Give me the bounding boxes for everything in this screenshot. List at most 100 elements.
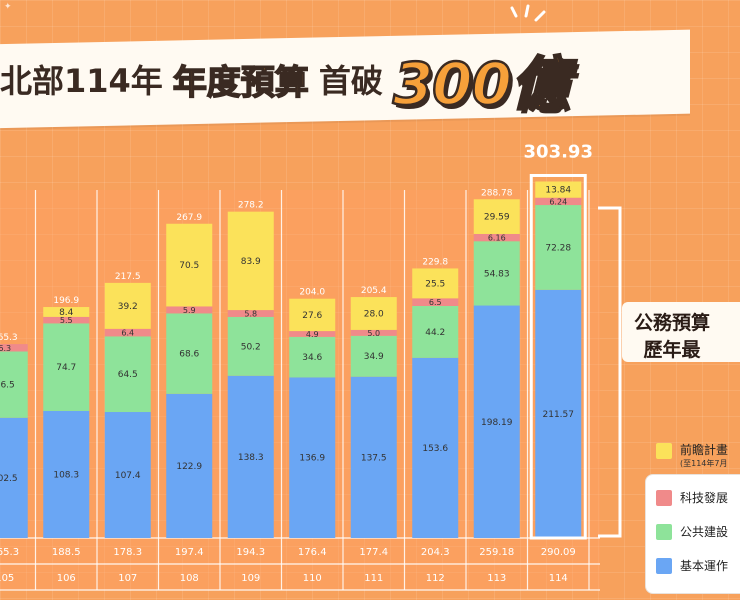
bar-segment-public xyxy=(289,336,336,378)
data-label-base: 107.4 xyxy=(115,471,141,481)
total-label: 288.78 xyxy=(481,188,513,198)
bottom-row-value: 197.4 xyxy=(175,547,204,558)
data-label-tech: 4.9 xyxy=(306,330,319,339)
sparkle-icon xyxy=(510,4,546,22)
category-label: 107 xyxy=(118,573,137,584)
total-label: 165.3 xyxy=(0,333,18,343)
bar-segment-tech xyxy=(0,344,28,352)
page-title: 北部114年 年度預算 首破 300億 xyxy=(0,44,570,120)
bottom-row-value: 290.09 xyxy=(541,547,576,558)
bar-segment-forward xyxy=(227,211,274,311)
bar-segment-tech xyxy=(535,197,582,206)
data-label-public: 64.5 xyxy=(118,370,138,380)
total-label: 267.9 xyxy=(176,213,202,223)
bar-segment-forward xyxy=(166,223,213,307)
bar-segment-tech xyxy=(227,310,274,317)
bar-segment-tech xyxy=(166,306,213,314)
category-label: 111 xyxy=(364,573,383,584)
data-label-base: 108.3 xyxy=(53,470,79,480)
data-label-forward: 13.84 xyxy=(545,186,571,196)
bottom-row-value: 204.3 xyxy=(421,547,450,558)
total-label: 303.93 xyxy=(524,141,593,162)
data-label-base: 211.57 xyxy=(543,410,575,420)
data-label-forward: 25.5 xyxy=(425,279,445,289)
data-label-base: 138.3 xyxy=(238,453,264,463)
bottom-row-value: 194.3 xyxy=(236,547,265,558)
data-label-tech: 5.9 xyxy=(183,306,196,315)
data-label-public: 34.9 xyxy=(364,352,384,362)
data-label-forward: 83.9 xyxy=(241,257,261,267)
data-label-public: 44.2 xyxy=(425,328,445,338)
category-label: 106 xyxy=(57,573,76,584)
data-label-tech: 6.16 xyxy=(488,234,506,243)
category-label: 110 xyxy=(303,573,322,584)
title-part4: 300億 xyxy=(392,49,571,120)
bar-segment-public xyxy=(412,305,459,358)
legend-swatch-forward xyxy=(656,443,672,459)
total-label: 278.2 xyxy=(238,201,264,211)
legend-item-tech: 科技發展 xyxy=(656,489,728,506)
callout-line1: 公務預算 xyxy=(634,312,711,334)
data-label-tech: 5.0 xyxy=(367,329,380,338)
data-label-base: 198.19 xyxy=(481,418,513,428)
bar-segment-public xyxy=(0,351,28,418)
bottom-row-value: 176.4 xyxy=(298,547,327,558)
bar-segment-base xyxy=(227,375,274,538)
data-label-tech: 6.3 xyxy=(0,344,11,353)
bar-segment-tech xyxy=(43,316,90,324)
category-label: 105 xyxy=(0,573,14,584)
bar-segment-base xyxy=(289,377,336,538)
data-label-forward: 29.59 xyxy=(484,213,510,223)
callout-text: 公務預算 歷年最 xyxy=(634,310,710,364)
bar-segment-forward xyxy=(412,268,459,299)
data-label-forward: 28.0 xyxy=(364,309,384,319)
bar-segment-forward xyxy=(289,298,336,332)
bar-segment-forward xyxy=(350,297,397,330)
data-label-base: 153.6 xyxy=(422,444,448,454)
bar-segment-tech xyxy=(412,298,459,306)
bottom-row-value: 188.5 xyxy=(52,547,81,558)
data-label-public: 54.83 xyxy=(484,269,510,279)
bar-segment-base xyxy=(166,393,213,538)
legend-swatch-base xyxy=(656,557,672,574)
legend-label-tech: 科技發展 xyxy=(680,491,729,505)
legend-label-base: 基本運作 xyxy=(680,559,729,573)
data-label-forward: 8.4 xyxy=(59,308,74,318)
category-label: 112 xyxy=(426,573,445,584)
bar-segment-tech xyxy=(289,331,336,337)
bar-segment-tech xyxy=(104,328,151,337)
title-part1: 北部114年 xyxy=(0,62,163,100)
bar-segment-tech xyxy=(473,233,520,242)
bar-segment-base xyxy=(350,376,397,538)
legend-label-forward: 前瞻計畫 xyxy=(680,443,729,457)
bar-segment-base xyxy=(43,410,90,538)
data-label-base: 102.5 xyxy=(0,474,18,484)
data-label-tech: 5.8 xyxy=(244,309,257,318)
bar-segment-forward xyxy=(473,199,520,234)
legend-swatch-tech xyxy=(656,489,672,506)
bottom-row-value: 178.3 xyxy=(113,547,142,558)
bar-segment-forward xyxy=(43,307,90,317)
category-label: 113 xyxy=(487,573,506,584)
title-part2: 年度預算 xyxy=(172,62,310,104)
bar-segment-base xyxy=(412,357,459,538)
data-label-tech: 6.24 xyxy=(549,197,567,206)
data-label-base: 137.5 xyxy=(361,453,387,463)
bar-segment-tech xyxy=(350,329,397,336)
bar-segment-public xyxy=(350,335,397,377)
data-label-forward: 27.6 xyxy=(302,311,322,321)
total-label: 229.8 xyxy=(422,257,448,267)
bar-segment-public xyxy=(43,323,90,411)
data-label-public: 56.5 xyxy=(0,381,15,391)
legend-box: 科技發展 公共建設 基本運作 xyxy=(645,474,740,594)
data-label-tech: 6.5 xyxy=(429,298,442,307)
bar-segment-base xyxy=(104,412,151,538)
bar-segment-public xyxy=(227,316,274,376)
data-label-tech: 6.4 xyxy=(121,329,134,338)
data-label-tech: 5.5 xyxy=(60,316,73,325)
legend-item-public: 公共建設 xyxy=(656,523,728,540)
category-label: 108 xyxy=(180,573,199,584)
data-label-forward: 39.2 xyxy=(118,302,138,312)
bracket xyxy=(598,206,622,538)
